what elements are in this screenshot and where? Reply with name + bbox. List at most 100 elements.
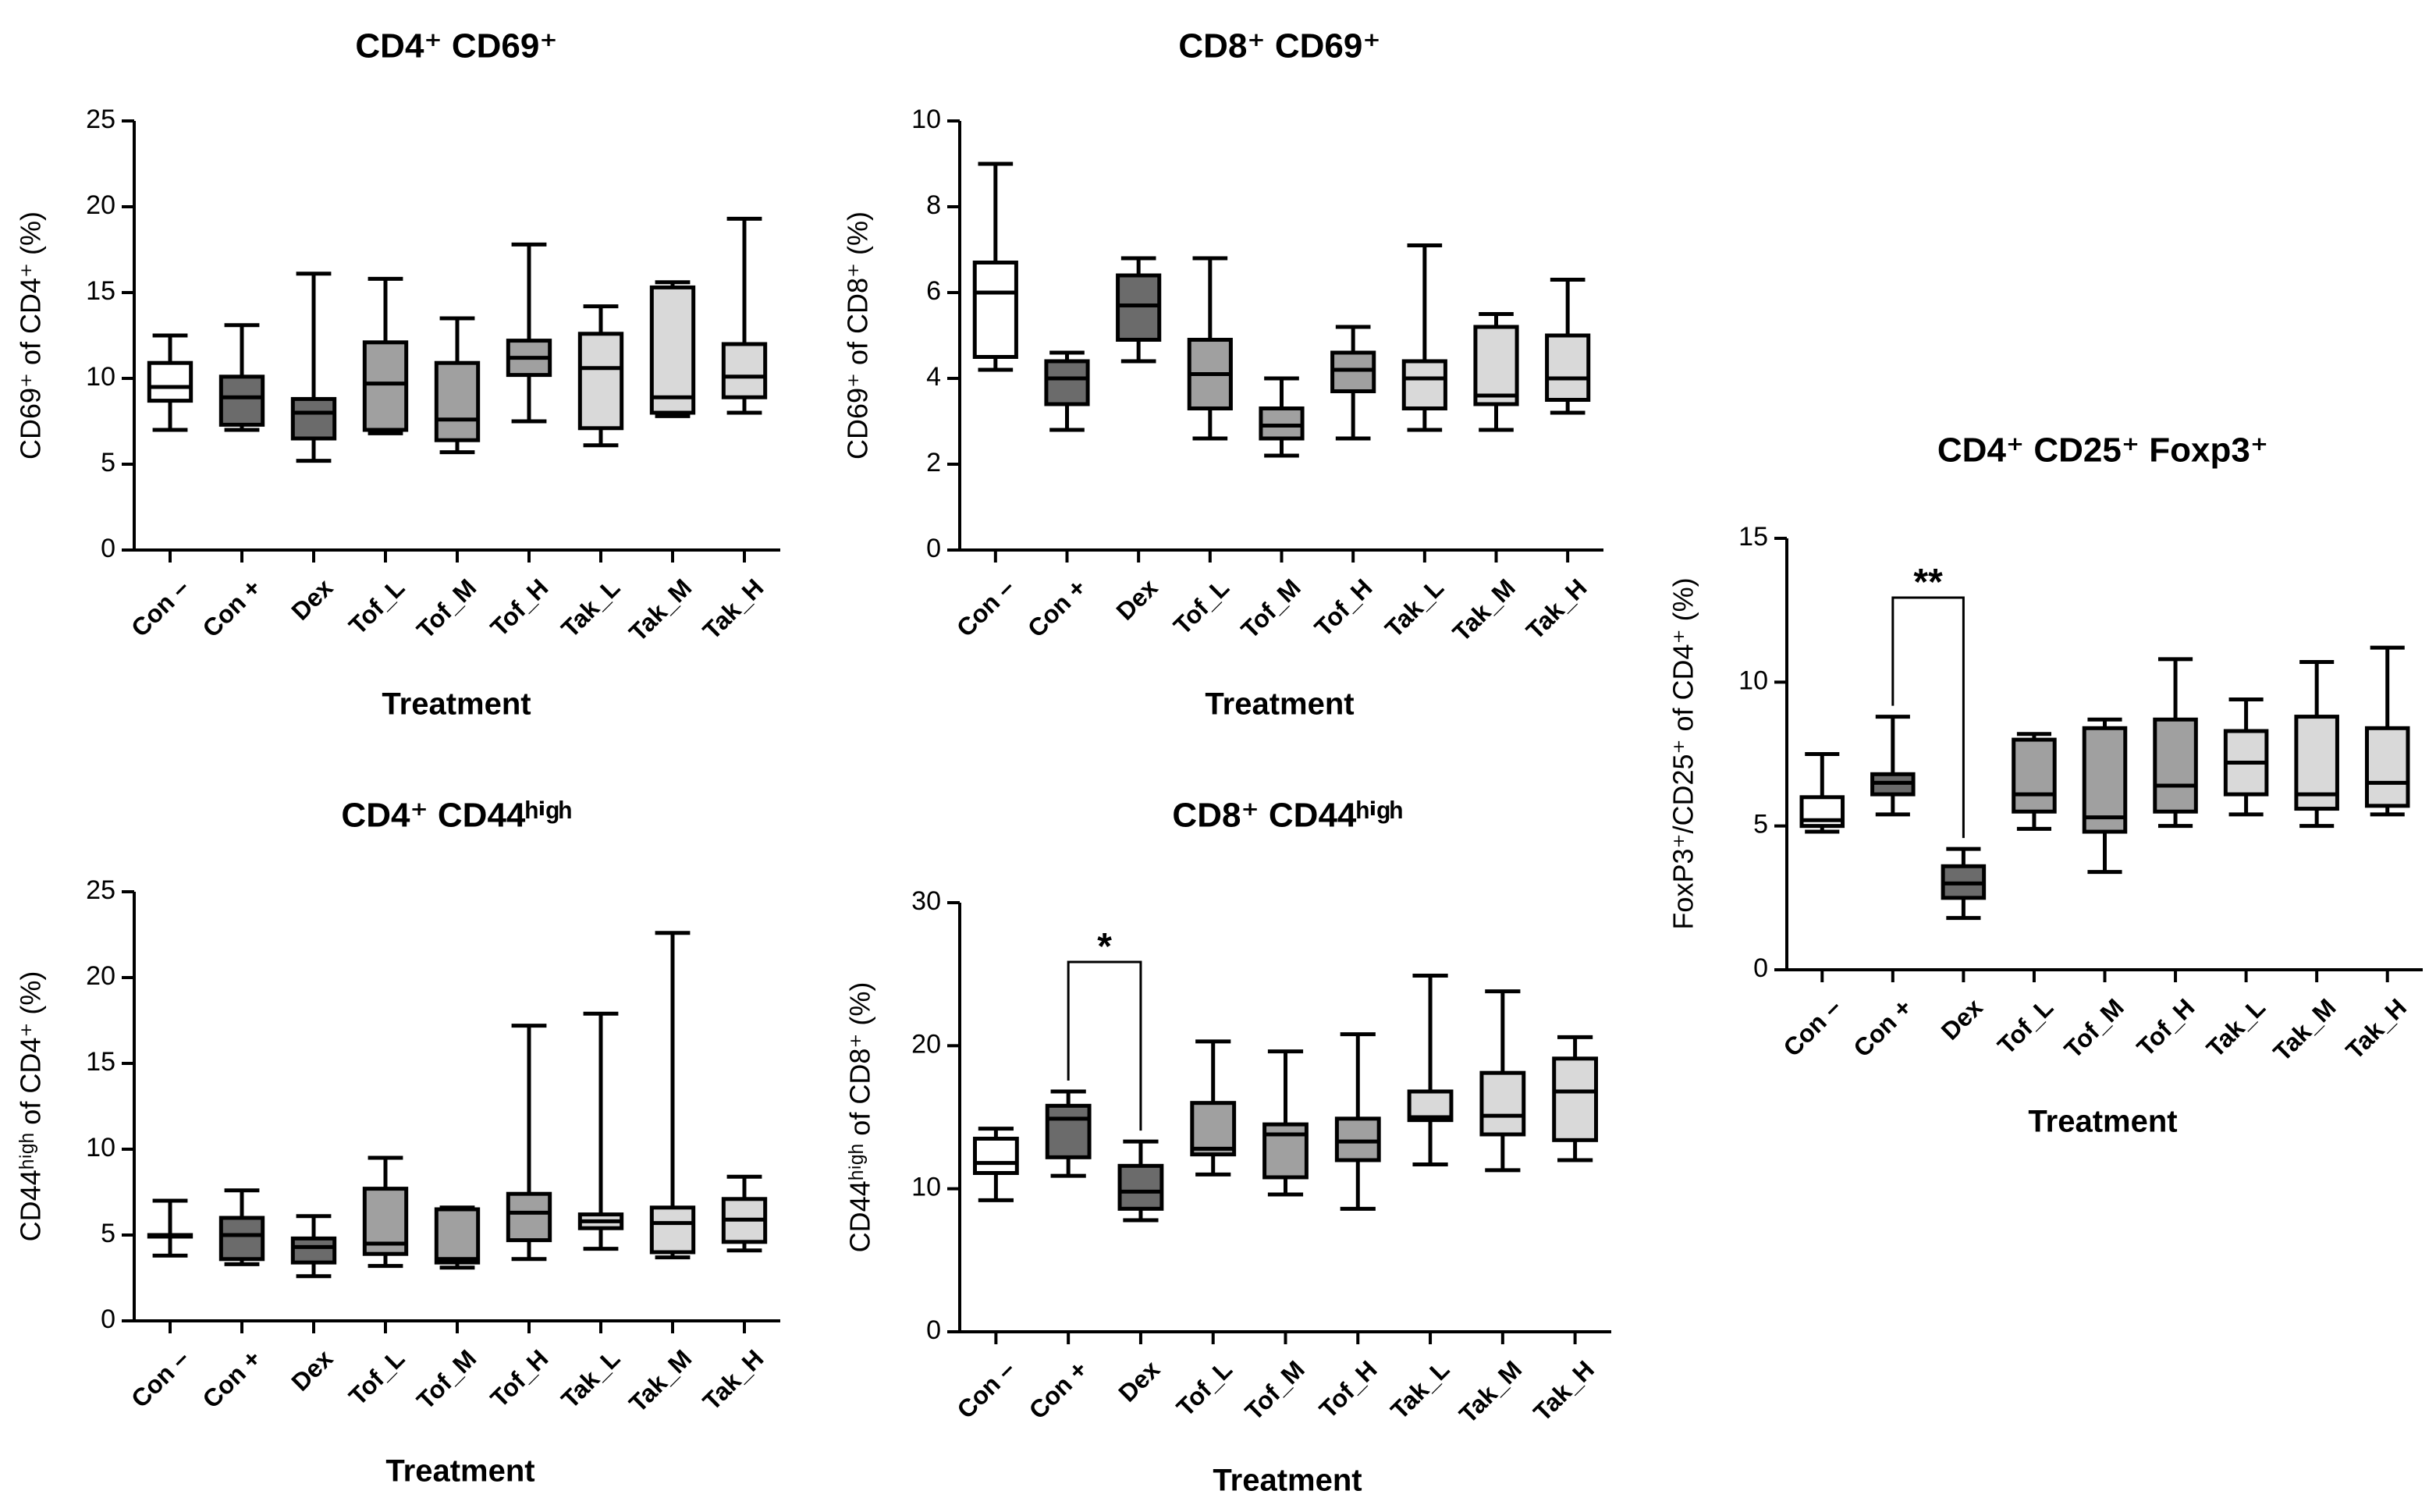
- chart-cd4-cd69-x-axis-label: Treatment: [382, 687, 531, 722]
- chart-cd8-cd69-y-tick-label: 4: [926, 362, 941, 392]
- chart-cd4-cd69-y-tick-label: 10: [86, 362, 115, 392]
- chart-cd8-cd69-box: [1259, 406, 1305, 441]
- chart-cd4-cd44-category-label: Tof_M: [411, 1344, 481, 1414]
- chart-cd8-cd44-y-axis-label: CD44ʰⁱᵍʰ of CD8⁺ (%): [844, 982, 876, 1253]
- chart-cd4-cd69-box: [649, 285, 696, 415]
- chart-cd4-cd25-foxp3-box: [2082, 726, 2128, 834]
- chart-cd4-cd69-category-label: Dex: [286, 573, 338, 626]
- chart-cd8-cd44-x-axis-label: Treatment: [1213, 1464, 1362, 1498]
- chart-cd4-cd69-category-label: Tof_L: [343, 573, 410, 640]
- chart-cd4-cd44-category-label: Tak_M: [623, 1344, 697, 1418]
- chart-cd8-cd44-box: [1552, 1056, 1599, 1142]
- chart-cd8-cd44-box: [1262, 1122, 1309, 1180]
- chart-cd8-cd69-y-tick-label: 0: [926, 534, 941, 563]
- chart-cd8-cd44-category-label: Tof_M: [1239, 1355, 1309, 1425]
- chart-cd8-cd44-box: [1045, 1103, 1092, 1159]
- chart-cd4-cd25-foxp3-category-label: Con –: [1777, 993, 1846, 1062]
- chart-cd4-cd69-box: [147, 360, 194, 403]
- chart-cd8-cd69-category-label: Tof_L: [1168, 573, 1234, 640]
- chart-cd4-cd25-foxp3-y-tick-label: 5: [1753, 810, 1768, 839]
- chart-cd8-cd69-y-axis-label: CD69⁺ of CD8⁺ (%): [842, 211, 874, 460]
- chart-cd4-cd25-foxp3-x-axis-label: Treatment: [2028, 1105, 2177, 1139]
- chart-cd8-cd44-y-tick-label: 0: [926, 1315, 941, 1345]
- chart-cd4-cd44-category-label: Tak_H: [698, 1344, 769, 1416]
- chart-cd8-cd69-category-label: Tof_H: [1309, 573, 1378, 642]
- chart-cd4-cd44-category-label: Tof_H: [485, 1344, 553, 1413]
- chart-cd8-cd69-box: [1330, 350, 1376, 393]
- chart-cd4-cd44-y-tick-label: 25: [86, 875, 115, 905]
- chart-cd8-cd44-category-label: Tak_L: [1385, 1355, 1454, 1425]
- chart-cd8-cd69-y-tick-label: 10: [911, 105, 941, 134]
- chart-cd4-cd25-foxp3-box: [2153, 717, 2198, 814]
- chart-cd8-cd69-category-label: Con –: [951, 573, 1020, 642]
- chart-cd4-cd69-category-label: Tak_M: [623, 573, 697, 647]
- chart-cd8-cd69-box: [1545, 333, 1591, 402]
- chart-cd8-cd44-category-label: Tak_M: [1454, 1355, 1527, 1429]
- chart-cd4-cd25-foxp3-y-tick-label: 15: [1738, 522, 1768, 552]
- chart-cd8-cd44-box: [1117, 1163, 1164, 1211]
- chart-cd4-cd44-y-tick-label: 0: [101, 1304, 115, 1334]
- chart-cd4-cd25-foxp3-significance-bracket: [1891, 596, 1965, 839]
- chart-cd8-cd69-box: [972, 261, 1018, 359]
- chart-cd4-cd69-y-tick-label: 0: [101, 534, 115, 563]
- chart-cd4-cd69-category-label: Tak_L: [556, 573, 625, 643]
- chart-cd4-cd25-foxp3-category-label: Tak_M: [2267, 993, 2341, 1067]
- chart-cd4-cd25-foxp3-category-label: Tak_H: [2340, 993, 2412, 1065]
- chart-cd4-cd69-y-tick-label: 20: [86, 190, 115, 220]
- chart-cd4-cd25-foxp3-category-label: Tof_H: [2132, 993, 2200, 1062]
- chart-cd8-cd69-y-tick-label: 8: [926, 190, 941, 220]
- chart-cd4-cd69-box: [218, 374, 265, 427]
- chart-cd8-cd69-category-label: Dex: [1111, 573, 1163, 626]
- chart-cd4-cd69-category-label: Con +: [197, 573, 266, 643]
- chart-cd4-cd69-y-tick-label: 5: [101, 448, 115, 477]
- chart-cd4-cd25-foxp3-box: [1799, 795, 1845, 829]
- chart-cd4-cd69-category-label: Tof_M: [411, 573, 481, 644]
- chart-cd8-cd69-y-tick-label: 6: [926, 276, 941, 306]
- chart-cd4-cd25-foxp3-y-tick-label: 10: [1738, 665, 1768, 695]
- chart-cd8-cd44-category-label: Con –: [951, 1355, 1020, 1424]
- chart-cd4-cd69-y-tick-label: 15: [86, 276, 115, 306]
- chart-cd4-cd44-title: CD4⁺ CD44ʰⁱᵍʰ: [341, 797, 571, 835]
- chart-cd4-cd25-foxp3-y-axis-label: FoxP3⁺/CD25⁺ of CD4⁺ (%): [1667, 577, 1699, 929]
- chart-cd4-cd69-title: CD4⁺ CD69⁺: [355, 27, 557, 66]
- chart-cd4-cd25-foxp3-category-label: Tof_M: [2058, 993, 2129, 1063]
- chart-cd8-cd44-category-label: Tak_H: [1528, 1355, 1600, 1427]
- chart-cd8-cd44-significance-label: *: [1097, 926, 1112, 967]
- chart-cd8-cd69-category-label: Tak_L: [1380, 573, 1449, 643]
- chart-cd4-cd69-box: [290, 396, 337, 441]
- chart-cd8-cd44-y-tick-label: 20: [911, 1029, 941, 1059]
- chart-cd8-cd44-category-label: Tof_H: [1314, 1355, 1383, 1424]
- chart-cd4-cd25-foxp3-box: [2012, 737, 2057, 814]
- chart-cd4-cd25-foxp3-category-label: Tof_L: [1992, 993, 2058, 1059]
- chart-cd4-cd44-category-label: Con –: [126, 1344, 194, 1413]
- chart-cd8-cd69-box: [1473, 325, 1519, 406]
- chart-cd4-cd44-category-label: Tak_L: [556, 1344, 625, 1414]
- chart-cd4-cd69-category-label: Tak_H: [698, 573, 769, 645]
- chart-cd4-cd25-foxp3-title: CD4⁺ CD25⁺ Foxp3⁺: [1937, 431, 2268, 470]
- chart-cd4-cd69-box: [434, 360, 481, 442]
- chart-cd8-cd44-title: CD8⁺ CD44ʰⁱᵍʰ: [1172, 797, 1402, 835]
- chart-cd8-cd44-category-label: Tof_L: [1171, 1355, 1238, 1421]
- chart-cd4-cd25-foxp3-significance-label: **: [1913, 562, 1943, 603]
- chart-cd4-cd25-foxp3-category-label: Dex: [1936, 993, 1988, 1045]
- chart-cd4-cd25-foxp3-y-tick-label: 0: [1753, 953, 1768, 983]
- chart-cd4-cd69-category-label: Con –: [126, 573, 194, 642]
- chart-cd8-cd69-category-label: Tak_H: [1521, 573, 1593, 645]
- chart-cd4-cd44-category-label: Con +: [197, 1344, 266, 1414]
- chart-cd4-cd44-category-label: Tof_L: [343, 1344, 410, 1411]
- chart-cd8-cd44-y-tick-label: 30: [911, 886, 941, 916]
- chart-cd4-cd69-box: [577, 332, 624, 431]
- chart-cd8-cd44-box: [1334, 1116, 1381, 1162]
- chart-cd4-cd44-y-tick-label: 20: [86, 961, 115, 991]
- chart-cd4-cd44-y-axis-label: CD44ʰⁱᵍʰ of CD4⁺ (%): [15, 971, 47, 1242]
- chart-cd4-cd69-box: [362, 340, 409, 432]
- chart-cd4-cd44-y-tick-label: 5: [101, 1219, 115, 1248]
- chart-cd4-cd44-x-axis-label: Treatment: [385, 1454, 534, 1489]
- chart-cd8-cd69-box: [1401, 359, 1447, 410]
- chart-cd8-cd44-significance-bracket: [1067, 960, 1142, 1131]
- chart-cd8-cd69-category-label: Tak_M: [1447, 573, 1521, 647]
- chart-cd8-cd44-category-label: Dex: [1113, 1355, 1165, 1407]
- chart-cd4-cd69-category-label: Tof_H: [485, 573, 553, 642]
- chart-cd8-cd44-box: [1190, 1101, 1237, 1157]
